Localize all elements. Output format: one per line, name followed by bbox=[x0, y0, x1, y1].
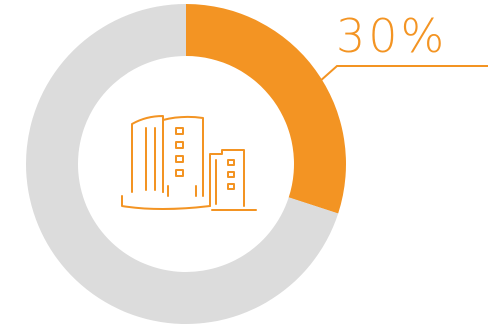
donut-slices bbox=[26, 4, 347, 324]
percentage-label: 30% bbox=[336, 9, 447, 63]
buildings-icon bbox=[121, 115, 257, 211]
remainder-slice bbox=[26, 4, 339, 324]
highlight-slice bbox=[186, 4, 347, 214]
callout-leader-line bbox=[318, 65, 488, 83]
